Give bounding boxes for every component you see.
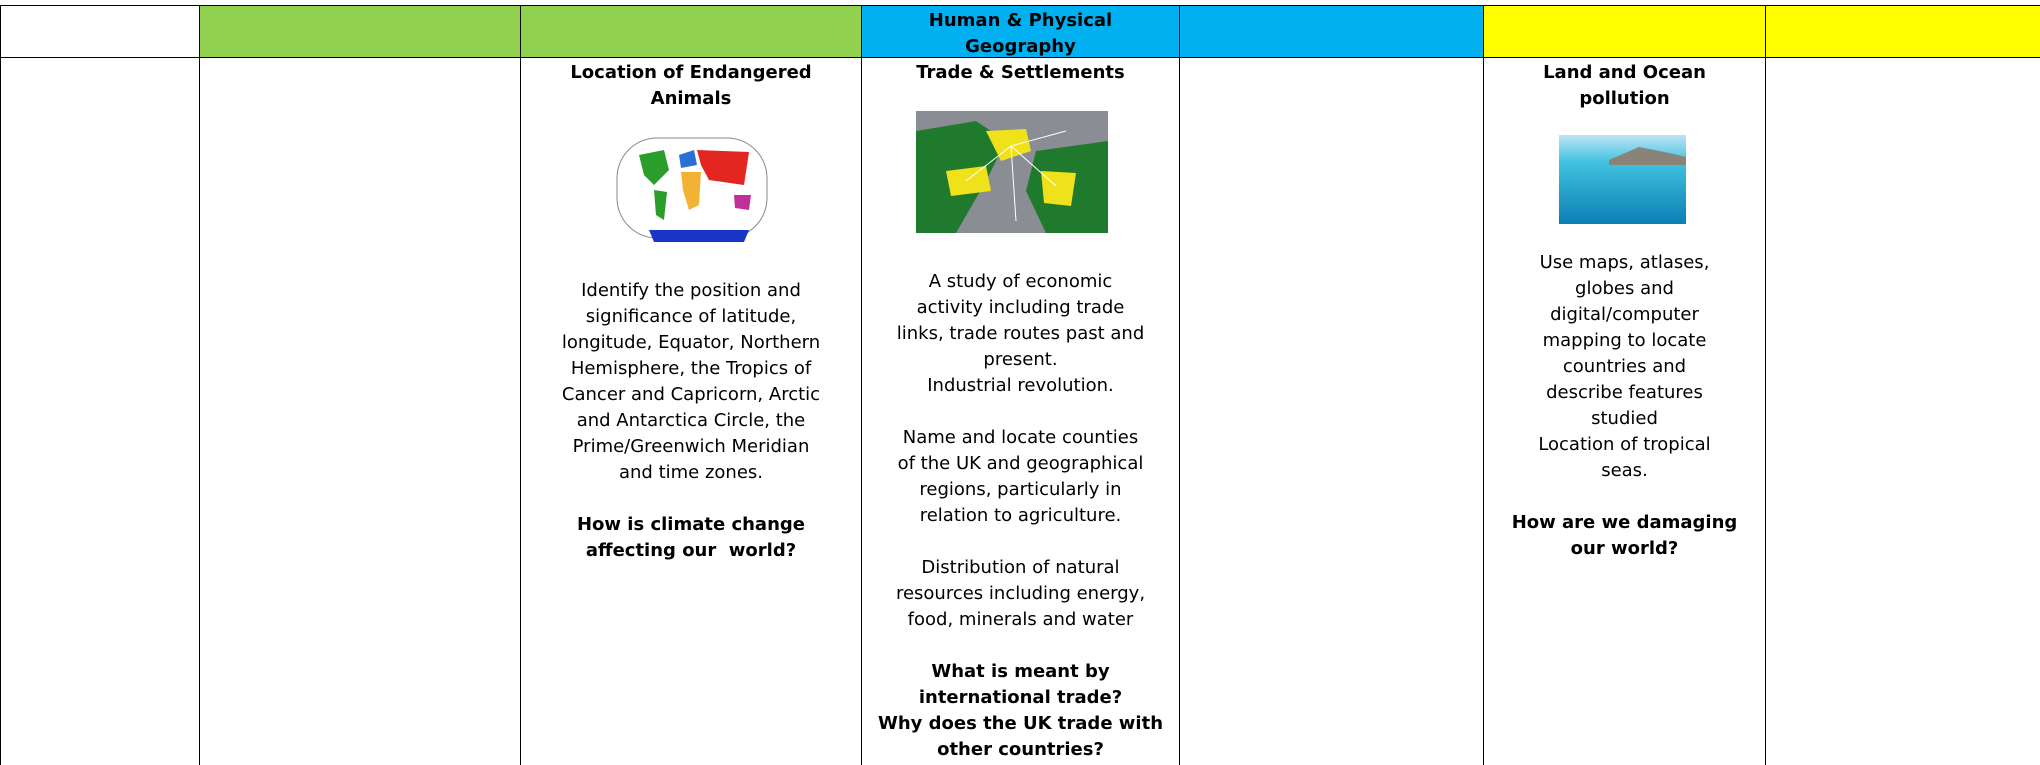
header-cell: [199, 5, 520, 58]
world-map-image: [616, 137, 768, 242]
text-line: resources including energy,: [895, 583, 1146, 604]
text-line: A study of economic: [928, 271, 1113, 292]
text-line: affecting our world?: [585, 540, 797, 561]
text-line: present.: [983, 349, 1058, 370]
text-line: Why does the UK trade with: [877, 713, 1164, 734]
text-line: Name and locate counties: [902, 427, 1139, 448]
text-line: activity including trade: [916, 297, 1125, 318]
body-cell: Land and Ocean pollution Use maps, atlases…: [1483, 58, 1765, 765]
text-line: Cancer and Capricorn, Arctic: [561, 384, 821, 405]
body-cell: [1179, 58, 1483, 765]
text-line: international trade?: [918, 687, 1123, 708]
text-line: and Antarctica Circle, the: [576, 410, 806, 431]
text-line: and time zones.: [618, 462, 764, 483]
ocean-image: [1559, 135, 1686, 224]
text-line: Use maps, atlases,: [1539, 252, 1710, 273]
text-line: other countries?: [937, 739, 1104, 760]
text-line: studied: [1591, 408, 1658, 429]
body-cell: [0, 58, 199, 765]
text-line: Hemisphere, the Tropics of: [570, 358, 812, 379]
text-line: Location of tropical: [1538, 434, 1711, 455]
text-line: Trade & Settlements: [916, 62, 1125, 83]
text-line: mapping to locate: [1542, 330, 1707, 351]
text-line: Human & Physical: [928, 10, 1113, 31]
text-line: Geography: [965, 36, 1076, 57]
header-cell: Human & Physical Geography: [861, 5, 1179, 58]
text-line: globes and: [1575, 278, 1674, 299]
text-line: regions, particularly in: [919, 479, 1122, 500]
text-line: countries and: [1562, 356, 1687, 377]
text-line: Distribution of natural: [921, 557, 1120, 578]
text-line: What is meant by: [931, 661, 1110, 682]
text-line: links, trade routes past and: [896, 323, 1145, 344]
trade-map-image: [916, 111, 1108, 233]
text-line: food, minerals and water: [907, 609, 1134, 630]
header-cell: [520, 5, 861, 58]
text-line: How are we damaging: [1511, 512, 1738, 533]
text-line: Land and Ocean: [1543, 62, 1706, 83]
text-line: Animals: [650, 88, 732, 109]
body-cell: Trade & Settlements A study of economic ac…: [861, 58, 1179, 765]
text-line: of the UK and geographical: [897, 453, 1144, 474]
text-line: longitude, Equator, Northern: [561, 332, 821, 353]
text-line: How is climate change: [576, 514, 805, 535]
text-line: Location of Endangered: [570, 62, 812, 83]
text-line: Identify the position and: [581, 280, 801, 301]
text-line: Industrial revolution.: [927, 375, 1114, 396]
header-cell: [0, 5, 199, 58]
body-cell: [199, 58, 520, 765]
text-line: relation to agriculture.: [919, 505, 1122, 526]
header-cell: [1765, 5, 2040, 58]
body-cell: [1765, 58, 2040, 765]
body-cell: Location of Endangered Animals Identify th…: [520, 58, 861, 765]
text-line: Prime/Greenwich Meridian: [572, 436, 810, 457]
header-cell: [1179, 5, 1483, 58]
text-line: our world?: [1570, 538, 1679, 559]
header-cell: [1483, 5, 1765, 58]
text-line: seas.: [1601, 460, 1648, 481]
text-line: significance of latitude,: [585, 306, 797, 327]
text-line: pollution: [1579, 88, 1670, 109]
text-line: describe features: [1546, 382, 1703, 403]
text-line: digital/computer: [1550, 304, 1699, 325]
